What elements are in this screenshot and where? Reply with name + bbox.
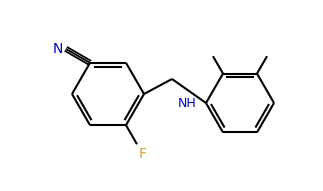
- Text: NH: NH: [178, 97, 196, 110]
- Text: N: N: [52, 42, 63, 56]
- Text: F: F: [139, 147, 147, 161]
